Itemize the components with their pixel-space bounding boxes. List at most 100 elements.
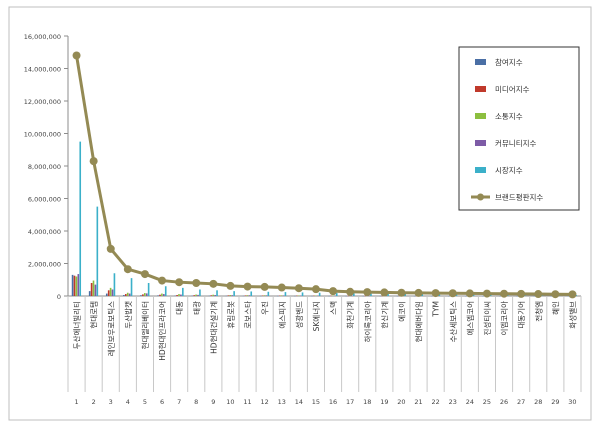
x-category-label: 두산밥캣: [123, 301, 133, 329]
x-category-label: 스맥: [328, 301, 338, 315]
x-rank-label: 9: [211, 398, 215, 406]
line-point: [124, 265, 132, 273]
bar: [110, 288, 112, 296]
legend-label: 소통지수: [495, 112, 523, 121]
bar: [123, 295, 125, 296]
x-category-label: 화성밸브: [568, 301, 577, 329]
line-point: [449, 289, 457, 297]
x-rank-label: 30: [568, 398, 576, 406]
x-rank-label: 4: [126, 398, 130, 406]
bar: [146, 293, 148, 296]
bar: [197, 295, 199, 296]
bar: [285, 292, 287, 296]
x-rank-label: 25: [483, 398, 491, 406]
x-category-label: 현대엘리베이터: [140, 301, 150, 349]
x-category-label: 에스피지: [278, 301, 287, 329]
line-point: [209, 280, 217, 288]
x-rank-label: 1: [74, 398, 78, 406]
line-point: [107, 245, 115, 253]
bar: [144, 293, 146, 296]
line-point: [158, 277, 166, 285]
x-category-label: 두산에너빌리티: [72, 301, 82, 349]
bar: [247, 295, 249, 296]
line-point: [346, 288, 354, 296]
line-point: [415, 289, 423, 297]
x-category-label: 이엠코리아: [499, 301, 509, 336]
bar: [127, 293, 129, 296]
x-rank-label: 6: [160, 398, 164, 406]
bar: [180, 295, 182, 296]
bar: [78, 274, 80, 296]
bar: [112, 290, 114, 297]
bar: [125, 294, 127, 296]
line-point: [534, 290, 542, 298]
x-rank-label: 15: [312, 398, 320, 406]
bar: [182, 288, 184, 296]
line-point: [295, 284, 303, 292]
legend-box: [459, 47, 579, 210]
legend-label: 브랜드평판지수: [495, 192, 543, 202]
x-category-label: 혜인: [550, 301, 560, 315]
bar: [302, 292, 304, 296]
x-rank-label: 26: [500, 398, 508, 406]
line-point: [192, 279, 200, 287]
bar: [233, 291, 235, 296]
bar: [249, 295, 251, 296]
bar: [264, 295, 266, 296]
line-point: [568, 290, 576, 298]
x-rank-label: 22: [432, 398, 440, 406]
bar: [298, 295, 300, 296]
x-category-label: 에코이: [396, 301, 406, 322]
x-rank-label: 23: [449, 398, 457, 406]
x-rank-label: 21: [414, 398, 422, 406]
x-rank-label: 2: [92, 398, 96, 406]
x-category-label: HD현대인프라코어: [157, 301, 167, 361]
bar: [165, 286, 167, 296]
bar: [72, 275, 74, 296]
x-category-label: 대동기어: [516, 301, 526, 329]
bar: [245, 295, 247, 296]
line-point: [261, 283, 269, 291]
bar: [193, 295, 195, 296]
y-tick-label: 2,000,000: [28, 261, 61, 269]
x-category-label: 태광: [191, 301, 201, 315]
x-rank-label: 12: [261, 398, 269, 406]
x-category-label: 레인보우로보틱스: [106, 301, 116, 356]
x-category-label: 로보스타: [244, 301, 253, 329]
legend-label: 참여지수: [495, 57, 523, 67]
bar: [228, 295, 230, 296]
bar: [319, 293, 321, 296]
y-tick-label: 10,000,000: [24, 131, 61, 139]
legend-swatch: [475, 59, 486, 65]
bar: [163, 294, 165, 296]
bar: [268, 292, 270, 296]
x-category-label: 에스엠코어: [465, 301, 475, 336]
bar: [250, 291, 252, 296]
x-rank-label: 14: [295, 398, 303, 406]
bar: [214, 295, 216, 296]
x-rank-label: 20: [397, 398, 405, 406]
bar: [212, 295, 214, 296]
bar: [176, 295, 178, 296]
bar: [231, 295, 233, 296]
x-rank-label: 8: [194, 398, 198, 406]
x-category-label: TYM: [432, 301, 441, 318]
line-point: [312, 285, 320, 293]
bar: [281, 295, 283, 296]
x-rank-label: 13: [278, 398, 286, 406]
bar: [159, 295, 161, 296]
bar: [93, 281, 95, 296]
x-rank-label: 10: [226, 398, 234, 406]
bar: [157, 295, 159, 296]
line-point: [278, 284, 286, 292]
bar: [95, 285, 97, 296]
legend-label: 시장지수: [495, 165, 523, 175]
line-point: [466, 289, 474, 297]
x-rank-label: 28: [534, 398, 542, 406]
bar: [195, 295, 197, 296]
bar: [140, 295, 142, 296]
bar: [79, 142, 81, 296]
bar: [97, 207, 99, 296]
x-rank-label: 24: [466, 398, 474, 406]
